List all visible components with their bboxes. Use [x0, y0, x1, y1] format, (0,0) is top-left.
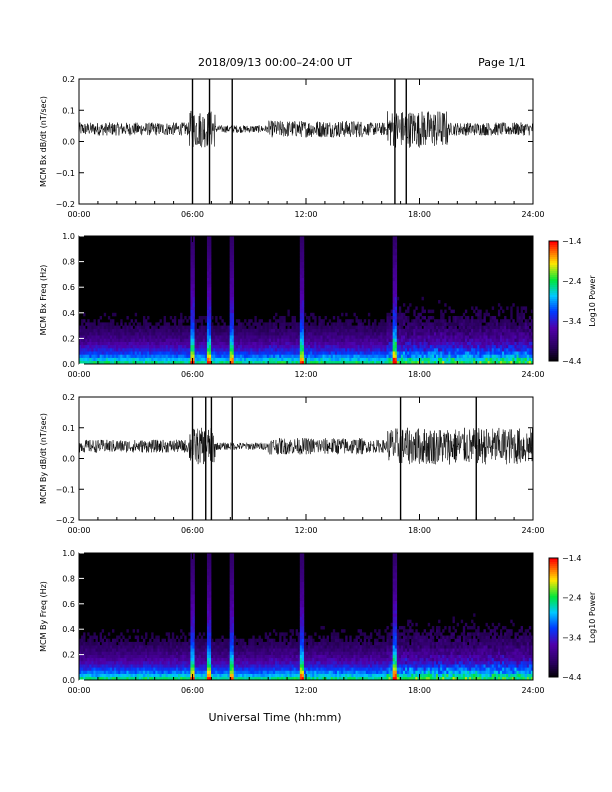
x-tick-label: 06:00	[181, 210, 204, 219]
colorbar-tick-label: −2.4	[562, 594, 581, 603]
y-tick-label: 0.6	[62, 600, 75, 609]
panel-4-spectrogram: 1.0 0.8 0.6 0.4 0.2 0.0 MCM By Freq (Hz) 00:00 0…	[39, 549, 597, 695]
colorbar-label: Log10 Power	[588, 591, 597, 643]
panel-3-timeseries: 0.2 0.1 0.0 −0.1 −0.2 MCM By dB/dt (nT/sec) 00…	[39, 393, 545, 535]
x-tick-label: 24:00	[521, 526, 544, 535]
y-tick-label: 0.4	[62, 625, 75, 634]
y-tick-label: 1.0	[62, 232, 75, 241]
x-tick-label: 18:00	[408, 526, 431, 535]
x-tick-label: 06:00	[181, 686, 204, 695]
panels: 0.2 0.1 0.0 −0.1 −0.2 MCM Bx dB/dt (nT/sec) 00…	[39, 75, 597, 695]
x-tick-label: 24:00	[521, 686, 544, 695]
y-tick-label: −0.2	[56, 516, 75, 525]
colorbar: −1.4 −2.4 −3.4 −4.4 Log10 Power	[548, 554, 597, 682]
y-tick-label: −0.1	[56, 169, 75, 178]
y-tick-label: 0.1	[62, 106, 75, 115]
colorbar-tick-label: −3.4	[562, 633, 581, 642]
y-tick-label: 0.0	[62, 138, 75, 147]
colorbar-tick-label: −1.4	[562, 237, 581, 246]
series-trace	[79, 110, 533, 148]
colorbar-tick-label: −2.4	[562, 277, 581, 286]
panel-1-timeseries: 0.2 0.1 0.0 −0.1 −0.2 MCM Bx dB/dt (nT/sec) 00…	[39, 75, 545, 219]
x-tick-label: 06:00	[181, 370, 204, 379]
y-tick-label: 0.2	[62, 651, 75, 660]
y-tick-label: 0.1	[62, 424, 75, 433]
y-axis-label: MCM Bx dB/dt (nT/sec)	[39, 96, 48, 187]
colorbar-tick-label: −4.4	[562, 673, 581, 682]
x-axis-label: Universal Time (hh:mm)	[209, 711, 342, 724]
y-axis-label: MCM Bx Freq (Hz)	[39, 265, 48, 336]
y-tick-label: 0.2	[62, 75, 75, 84]
y-tick-label: 0.4	[62, 309, 75, 318]
y-tick-label: 0.0	[62, 455, 75, 464]
y-tick-label: −0.2	[56, 200, 75, 209]
x-tick-label: 18:00	[408, 686, 431, 695]
x-tick-label: 00:00	[67, 210, 90, 219]
x-tick-label: 18:00	[408, 210, 431, 219]
x-tick-label: 24:00	[521, 370, 544, 379]
y-axis-label: MCM By dB/dt (nT/sec)	[39, 413, 48, 504]
y-tick-label: 0.2	[62, 393, 75, 402]
colorbar-tick-label: −4.4	[562, 357, 581, 366]
colorbar-tick-label: −3.4	[562, 317, 581, 326]
page-number: Page 1/1	[478, 56, 526, 69]
x-tick-label: 00:00	[67, 686, 90, 695]
x-tick-label: 06:00	[181, 526, 204, 535]
page-title: 2018/09/13 00:00–24:00 UT	[198, 56, 352, 69]
plot-frame	[78, 78, 534, 205]
x-tick-label: 12:00	[294, 526, 317, 535]
x-tick-label: 12:00	[294, 210, 317, 219]
x-tick-label: 24:00	[521, 210, 544, 219]
y-tick-label: 0.8	[62, 258, 75, 267]
x-tick-label: 00:00	[67, 526, 90, 535]
colorbar-label: Log10 Power	[588, 275, 597, 327]
y-tick-label: 0.2	[62, 334, 75, 343]
x-tick-label: 00:00	[67, 370, 90, 379]
y-tick-label: −0.1	[56, 485, 75, 494]
x-tick-label: 12:00	[294, 370, 317, 379]
series-trace	[79, 427, 533, 465]
y-tick-label: 0.0	[62, 676, 75, 685]
y-tick-label: 0.6	[62, 283, 75, 292]
x-tick-label: 18:00	[408, 370, 431, 379]
x-tick-label: 12:00	[294, 686, 317, 695]
y-tick-label: 0.0	[62, 360, 75, 369]
colorbar: −1.4 −2.4 −3.4 −4.4 Log10 Power	[548, 237, 597, 366]
colorbar-tick-label: −1.4	[562, 554, 581, 563]
y-axis-label: MCM By Freq (Hz)	[39, 581, 48, 652]
panel-2-spectrogram: 1.0 0.8 0.6 0.4 0.2 0.0 MCM Bx Freq (Hz) 00:00 0…	[39, 232, 597, 379]
y-tick-label: 0.8	[62, 574, 75, 583]
y-tick-label: 1.0	[62, 549, 75, 558]
